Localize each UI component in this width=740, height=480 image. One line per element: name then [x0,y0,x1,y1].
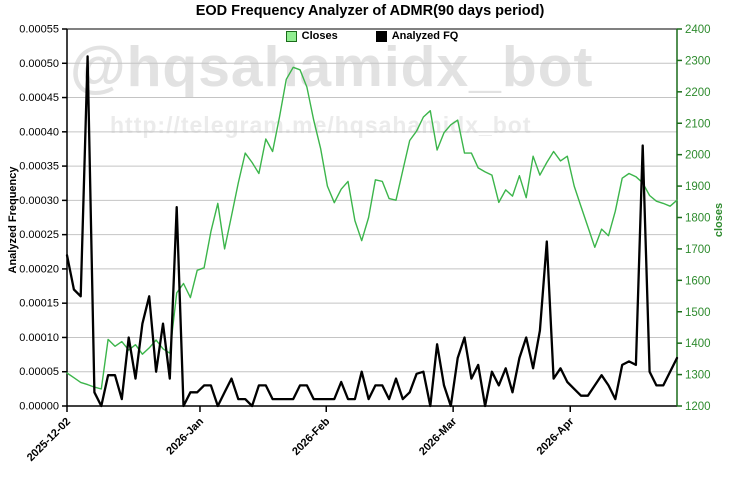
left-tick-label: 0.00015 [19,298,59,310]
left-tick-label: 0.00045 [19,92,59,104]
legend-label-closes: Closes [301,30,338,42]
right-axis-title: closes [713,202,725,238]
right-tick-label: 1700 [685,244,711,256]
left-axis-title: Analyzed Frequency [7,166,19,274]
left-tick-label: 0.00025 [19,229,59,241]
chart-title: EOD Frequency Analyzer of ADMR(90 days p… [195,3,545,19]
legend: Closes Analyzed FQ [67,30,677,42]
x-tick-label: 2026-Feb [290,415,332,457]
right-tick-label: 2300 [685,55,711,67]
right-tick-label: 1500 [685,307,711,319]
watermark-handle: @hqsahamidx_bot [70,35,594,99]
legend-item-analyzed-fq: Analyzed FQ [375,30,459,42]
legend-label-analyzed-fq: Analyzed FQ [391,30,459,42]
analyzed-fq-line [65,55,679,408]
closes-swatch-icon [285,30,297,42]
left-tick-label: 0.00040 [19,126,59,138]
right-tick-label: 1800 [685,213,711,225]
left-tick-label: 0.00020 [19,263,59,275]
x-tick-label: 2025-12-02 [25,416,73,464]
right-tick-label: 1600 [685,275,711,287]
analyzed-fq-swatch-icon [375,30,387,42]
left-tick-label: 0.00050 [19,58,59,70]
right-tick-label: 2000 [685,150,711,162]
left-tick-label: 0.00010 [19,332,59,344]
x-tick-label: 2026-Apr [535,415,577,457]
left-tick-label: 0.00030 [19,195,59,207]
left-tick-label: 0.00000 [19,401,59,413]
right-tick-label: 1400 [685,338,711,350]
right-tick-label: 2400 [685,24,711,36]
x-tick-label: 2026-Mar [417,415,460,458]
x-tick-label: 2026-Jan [164,415,206,457]
right-tick-label: 1300 [685,370,711,382]
right-tick-label: 2200 [685,87,711,99]
left-tick-label: 0.00055 [19,24,59,36]
closes-line [66,66,678,390]
left-tick-label: 0.00005 [19,366,59,378]
left-tick-label: 0.00035 [19,161,59,173]
right-tick-label: 2100 [685,118,711,130]
legend-item-closes: Closes [285,30,338,42]
right-tick-label: 1200 [685,401,711,413]
right-tick-label: 1900 [685,181,711,193]
